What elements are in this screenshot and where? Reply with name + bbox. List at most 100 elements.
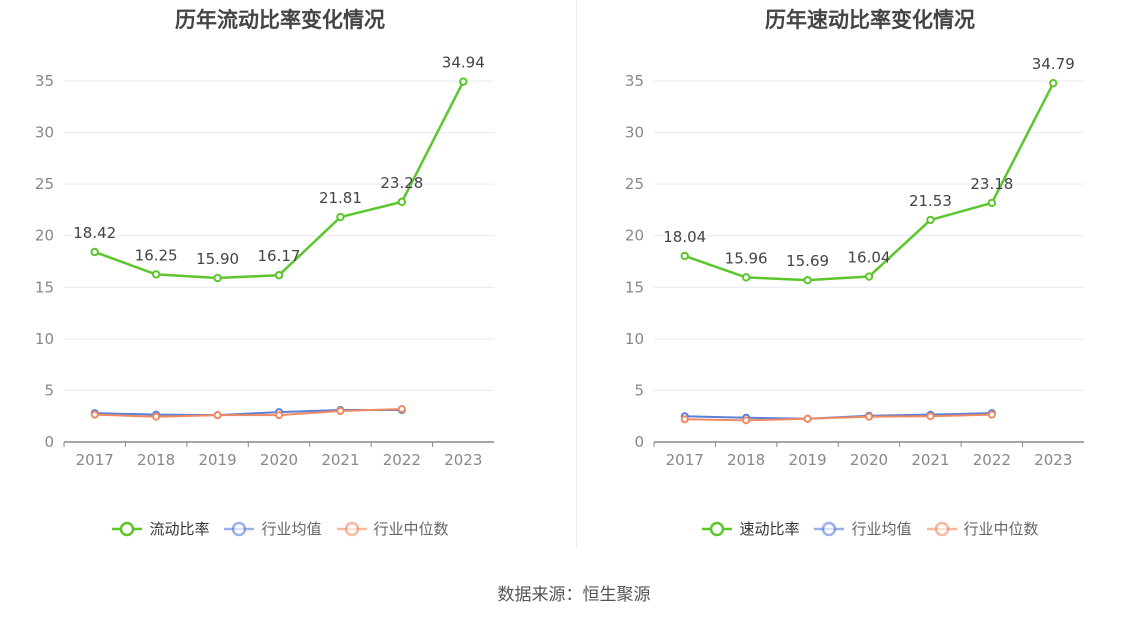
- legend-label: 行业中位数: [963, 520, 1039, 538]
- data-label: 15.96: [725, 249, 768, 267]
- x-tick-label: 2018: [137, 451, 175, 469]
- data-point: [397, 404, 406, 413]
- y-tick-label: 5: [44, 381, 54, 399]
- x-tick-label: 2022: [383, 451, 421, 469]
- y-tick-label: 5: [634, 381, 644, 399]
- data-point: [90, 410, 99, 419]
- data-point: [90, 247, 99, 257]
- data-label: 34.94: [442, 54, 485, 72]
- data-point: [213, 273, 222, 283]
- legend-label: 行业均值: [261, 520, 322, 538]
- data-label: 23.18: [970, 175, 1013, 193]
- legend-swatch-icon: [112, 521, 143, 536]
- quick-ratio-panel: 历年速动比率变化情况 0 5 10 15 20 25 30 35 2017 2018 2019 202…: [590, 0, 1148, 560]
- x-tick-label: 2019: [788, 451, 826, 469]
- data-point: [680, 415, 689, 424]
- quick-ratio-chart: 0 5 10 15 20 25 30 35 2017 2018 2019 2020 2021 2022 20…: [625, 55, 1084, 469]
- data-point: [213, 411, 222, 420]
- data-point: [987, 198, 997, 208]
- y-tick-label: 0: [634, 433, 644, 451]
- legend-swatch-icon: [926, 521, 957, 536]
- data-label: 21.81: [319, 189, 362, 207]
- series-line: [94, 407, 402, 418]
- y-tick-label: 30: [35, 124, 54, 142]
- data-source: 数据来源：恒生聚源: [497, 585, 651, 605]
- legend-item[interactable]: 行业中位数: [926, 518, 1039, 539]
- y-tick-label: 30: [625, 124, 644, 142]
- y-tick-label: 35: [625, 72, 644, 90]
- x-tick-label: 2022: [973, 451, 1011, 469]
- chart-title: 历年速动比率变化情况: [765, 8, 975, 32]
- data-point: [742, 416, 751, 425]
- legend-item[interactable]: 速动比率: [701, 518, 799, 539]
- x-tick-label: 2019: [198, 451, 236, 469]
- x-tick-label: 2021: [911, 451, 949, 469]
- legend-label: 速动比率: [739, 520, 800, 538]
- data-label: 18.04: [663, 228, 706, 246]
- data-point: [459, 77, 468, 86]
- current-ratio-chart: 0 5 10 15 20 25 30 35 2017 2018 2019 2020 2021 2022 20…: [35, 54, 494, 469]
- data-point: [803, 275, 812, 285]
- data-point: [336, 407, 345, 416]
- data-point: [987, 410, 996, 419]
- y-tick-label: 20: [625, 227, 644, 245]
- chart-legend: 流动比率 行业均值 行业中位数: [0, 518, 560, 539]
- data-point: [151, 270, 161, 279]
- legend-item[interactable]: 行业均值: [223, 518, 322, 539]
- data-label: 15.90: [196, 250, 239, 268]
- x-tick-label: 2023: [444, 451, 482, 469]
- data-point: [803, 414, 812, 423]
- data-label: 15.69: [786, 252, 829, 270]
- chart-legend: 速动比率 行业均值 行业中位数: [590, 518, 1148, 539]
- x-tick-label: 2017: [76, 451, 114, 469]
- data-point: [865, 412, 873, 421]
- series-line: [684, 413, 992, 422]
- data-point: [152, 412, 161, 421]
- y-tick-label: 10: [35, 330, 54, 348]
- legend-item[interactable]: 流动比率: [111, 518, 209, 539]
- chart-title: 历年流动比率变化情况: [175, 8, 385, 32]
- data-point: [274, 271, 284, 280]
- y-tick-label: 10: [625, 330, 644, 348]
- data-label: 34.79: [1032, 55, 1075, 73]
- legend-swatch-icon: [702, 521, 733, 536]
- x-tick-label: 2020: [850, 451, 888, 469]
- legend-item[interactable]: 行业均值: [813, 518, 912, 539]
- x-tick-label: 2023: [1034, 451, 1072, 469]
- panel-divider: [576, 0, 577, 548]
- y-tick-label: 0: [44, 433, 54, 451]
- data-point: [1049, 78, 1058, 88]
- data-point: [926, 215, 935, 225]
- legend-label: 行业中位数: [373, 520, 449, 538]
- x-tick-label: 2021: [321, 451, 359, 469]
- data-point: [336, 212, 345, 222]
- x-tick-label: 2018: [727, 451, 765, 469]
- data-point: [397, 197, 407, 207]
- data-label: 16.04: [848, 249, 891, 267]
- legend-swatch-icon: [814, 521, 845, 536]
- data-label: 23.28: [380, 174, 423, 192]
- data-point: [741, 273, 751, 282]
- data-point: [680, 251, 689, 261]
- legend-swatch-icon: [336, 521, 367, 536]
- data-point: [275, 411, 283, 420]
- y-tick-label: 25: [35, 175, 54, 193]
- y-tick-label: 35: [35, 72, 54, 90]
- data-label: 16.25: [135, 246, 178, 264]
- legend-label: 流动比率: [149, 520, 210, 538]
- data-point: [864, 272, 874, 281]
- y-tick-label: 20: [35, 227, 54, 245]
- data-label: 21.53: [909, 192, 952, 210]
- y-tick-label: 25: [625, 175, 644, 193]
- legend-swatch-icon: [224, 521, 255, 536]
- legend-item[interactable]: 行业中位数: [336, 518, 449, 539]
- data-label: 16.17: [258, 247, 301, 265]
- legend-label: 行业均值: [851, 520, 912, 538]
- data-label: 18.42: [73, 224, 116, 242]
- current-ratio-panel: 历年流动比率变化情况 0 5 10 15 20 25 30 35 2017 2018 2019 202…: [0, 0, 574, 560]
- y-tick-label: 15: [625, 278, 644, 296]
- x-tick-label: 2020: [260, 451, 298, 469]
- y-tick-label: 15: [35, 278, 54, 296]
- x-tick-label: 2017: [666, 451, 704, 469]
- data-point: [926, 412, 935, 421]
